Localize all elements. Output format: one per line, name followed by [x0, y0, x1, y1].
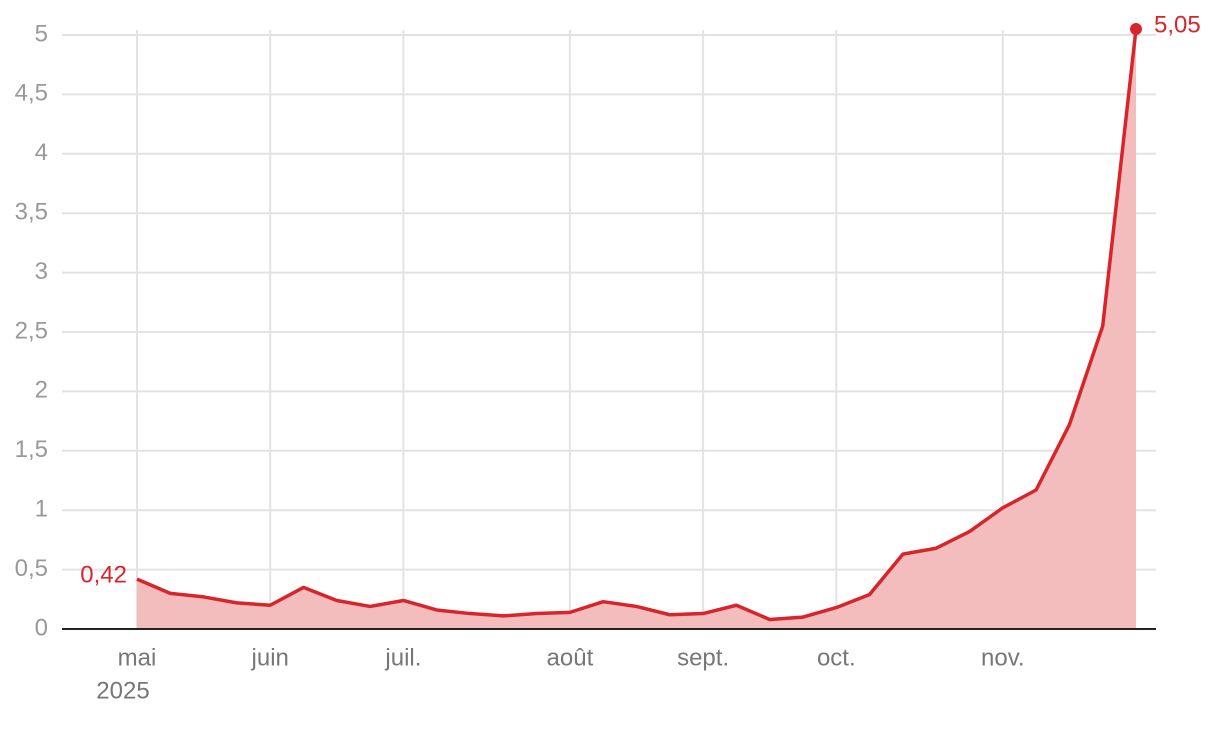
- x-tick-label: juin: [251, 644, 289, 671]
- x-tick-label: mai: [118, 644, 157, 671]
- y-tick-label: 4: [35, 139, 48, 166]
- y-tick-label: 1,5: [15, 436, 48, 463]
- y-tick-label: 0: [35, 614, 48, 641]
- line: [136, 28, 1138, 622]
- y-tick-label: 5: [35, 20, 48, 47]
- value-label: 5,05: [1154, 11, 1201, 38]
- x-tick-label: juil.: [384, 644, 421, 671]
- x-tick-label: oct.: [817, 644, 856, 671]
- value-label: 0,42: [80, 561, 127, 588]
- end-point: [1130, 23, 1142, 36]
- area: [137, 29, 1136, 630]
- y-tick-label: 2: [35, 377, 48, 404]
- x-year-label: 2025: [96, 677, 149, 704]
- y-tick-label: 4,5: [15, 80, 48, 107]
- x-tick-label: nov.: [981, 644, 1025, 671]
- y-tick-label: 0,5: [15, 555, 48, 582]
- y-tick-label: 2,5: [15, 317, 48, 344]
- y-tick-label: 3: [35, 258, 48, 285]
- y-tick-label: 3,5: [15, 199, 48, 226]
- y-tick-label: 1: [35, 496, 48, 523]
- x-tick-label: sept.: [677, 644, 729, 671]
- x-tick-label: août: [547, 644, 594, 671]
